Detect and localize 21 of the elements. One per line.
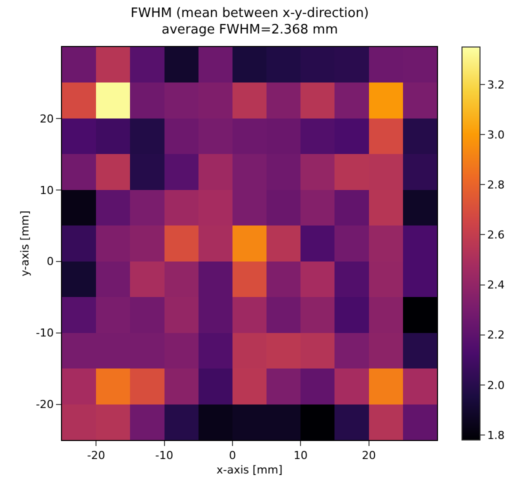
x-tick-label: -20 xyxy=(87,449,106,462)
color-bar-label: 1.8 xyxy=(487,428,505,442)
x-tick-label: 0 xyxy=(228,449,236,462)
y-tick-label: 10 xyxy=(40,184,54,197)
y-tick-label: 0 xyxy=(46,255,54,268)
color-bar-label: 2.4 xyxy=(487,278,505,292)
x-axis-title: x-axis [mm] xyxy=(216,463,283,476)
color-bar-label: 2.2 xyxy=(487,328,505,342)
chart-title: FWHM (mean between x-y-direction) average FWHM=2.368 mm xyxy=(130,6,369,38)
y-axis-title: y-axis [mm] xyxy=(18,210,32,276)
color-bar-label: 2.8 xyxy=(487,178,505,192)
y-tick-label: 20 xyxy=(40,112,54,126)
color-bar-label: 2.0 xyxy=(487,378,505,392)
y-tick-label: -20 xyxy=(36,398,54,412)
color-bar-label: 2.6 xyxy=(487,228,505,242)
color-bar-label: 3.2 xyxy=(487,78,505,92)
x-tick-label: 10 xyxy=(294,449,308,462)
x-tick-label: -10 xyxy=(155,449,174,462)
color-bar-label: 3.0 xyxy=(487,128,505,142)
x-tick-label: 20 xyxy=(362,449,376,462)
y-tick-label: -10 xyxy=(36,326,54,340)
